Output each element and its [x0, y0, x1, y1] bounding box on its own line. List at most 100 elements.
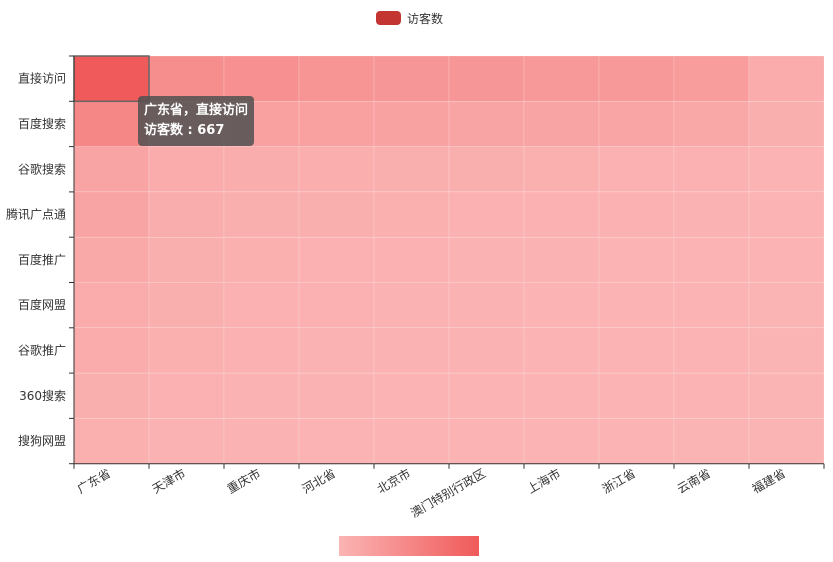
- heatmap-cell[interactable]: [673, 146, 750, 193]
- heatmap-cell[interactable]: [448, 282, 525, 329]
- heatmap-cell[interactable]: [448, 372, 525, 419]
- heatmap-cell[interactable]: [673, 101, 750, 147]
- heatmap-cell[interactable]: [148, 191, 225, 238]
- heatmap-cell[interactable]: [673, 327, 750, 374]
- y-tick-label: 360搜索: [19, 388, 66, 403]
- heatmap-cell[interactable]: [73, 236, 150, 283]
- heatmap-cell[interactable]: [673, 282, 750, 329]
- heatmap-cell[interactable]: [298, 55, 375, 102]
- heatmap-cell[interactable]: [73, 327, 150, 374]
- heatmap-cell[interactable]: [448, 101, 525, 147]
- heatmap-cell[interactable]: [73, 146, 150, 193]
- heatmap-cell[interactable]: [523, 146, 600, 193]
- heatmap-cell[interactable]: [448, 146, 525, 193]
- x-tick-label: 上海市: [524, 465, 563, 496]
- heatmap-cell[interactable]: [73, 418, 150, 464]
- heatmap-cell[interactable]: [73, 282, 150, 329]
- heatmap-cell[interactable]: [373, 327, 450, 374]
- heatmap-cell[interactable]: [223, 55, 300, 102]
- heatmap-cell[interactable]: [223, 146, 300, 193]
- heatmap-cell[interactable]: [373, 282, 450, 329]
- heatmap-cell[interactable]: [598, 418, 675, 464]
- highlighted-cell[interactable]: [73, 55, 150, 103]
- heatmap-cell[interactable]: [673, 418, 750, 464]
- heatmap-cell[interactable]: [673, 236, 750, 283]
- heatmap-cell[interactable]: [148, 372, 225, 419]
- heatmap-cell[interactable]: [598, 327, 675, 374]
- heatmap-cell[interactable]: [523, 372, 600, 419]
- heatmap-cell[interactable]: [373, 418, 450, 464]
- heatmap-cell[interactable]: [748, 282, 825, 329]
- y-tick-label: 百度搜索: [18, 116, 66, 131]
- heatmap-cell[interactable]: [748, 236, 825, 283]
- heatmap-cell[interactable]: [673, 372, 750, 419]
- legend[interactable]: 访客数: [376, 10, 443, 26]
- heatmap-cell[interactable]: [523, 327, 600, 374]
- heatmap-cell[interactable]: [298, 418, 375, 464]
- heatmap-cell[interactable]: [448, 418, 525, 464]
- heatmap-cell[interactable]: [598, 55, 675, 102]
- heatmap-cell[interactable]: [523, 191, 600, 238]
- heatmap-cell[interactable]: [298, 236, 375, 283]
- visual-map-bar[interactable]: [339, 536, 479, 556]
- heatmap-cell[interactable]: [748, 372, 825, 419]
- heatmap-cell[interactable]: [598, 191, 675, 238]
- x-tick-label: 天津市: [149, 465, 188, 496]
- heatmap-cell[interactable]: [298, 327, 375, 374]
- heatmap-cell[interactable]: [448, 236, 525, 283]
- tooltip-line-2: 访客数 : 667: [144, 123, 225, 138]
- x-tick-label: 浙江省: [600, 466, 638, 496]
- heatmap-cell[interactable]: [148, 418, 225, 464]
- heatmap-cell[interactable]: [223, 418, 300, 464]
- heatmap-cell[interactable]: [598, 236, 675, 283]
- heatmap-cell[interactable]: [373, 101, 450, 147]
- heatmap-cell[interactable]: [148, 282, 225, 329]
- heatmap-cell[interactable]: [598, 372, 675, 419]
- heatmap-cell[interactable]: [148, 146, 225, 193]
- heatmap-cell[interactable]: [148, 327, 225, 374]
- heatmap-cell[interactable]: [673, 191, 750, 238]
- heatmap-cell[interactable]: [523, 55, 600, 102]
- heatmap-cell[interactable]: [748, 55, 825, 102]
- heatmap-cell[interactable]: [523, 418, 600, 464]
- heatmap-cell[interactable]: [223, 191, 300, 238]
- heatmap-cell[interactable]: [748, 418, 825, 464]
- heatmap-cell[interactable]: [148, 55, 225, 102]
- y-tick-label: 百度网盟: [18, 297, 66, 312]
- y-tick-label: 腾讯广点通: [6, 207, 66, 222]
- heatmap-cell[interactable]: [223, 282, 300, 329]
- heatmap-cell[interactable]: [523, 101, 600, 147]
- heatmap-cell[interactable]: [748, 146, 825, 193]
- heatmap-cell[interactable]: [298, 372, 375, 419]
- heatmap-cell[interactable]: [298, 101, 375, 147]
- heatmap-cell[interactable]: [748, 327, 825, 374]
- heatmap-cell[interactable]: [598, 282, 675, 329]
- heatmap-cell[interactable]: [373, 146, 450, 193]
- heatmap-cell[interactable]: [373, 236, 450, 283]
- heatmap-cell[interactable]: [373, 372, 450, 419]
- heatmap-cell[interactable]: [748, 191, 825, 238]
- heatmap-cell[interactable]: [223, 372, 300, 419]
- heatmap-cell[interactable]: [448, 55, 525, 102]
- heatmap-cell[interactable]: [523, 282, 600, 329]
- heatmap-cell[interactable]: [448, 191, 525, 238]
- heatmap-cell[interactable]: [598, 146, 675, 193]
- heatmap-cell[interactable]: [223, 327, 300, 374]
- heatmap-cell[interactable]: [298, 282, 375, 329]
- heatmap-cell[interactable]: [73, 372, 150, 419]
- heatmap-cell[interactable]: [523, 236, 600, 283]
- heatmap-cell[interactable]: [223, 236, 300, 283]
- heatmap-cell[interactable]: [73, 191, 150, 238]
- heatmap-cell[interactable]: [448, 327, 525, 374]
- heatmap-cell[interactable]: [298, 146, 375, 193]
- heatmap-cells: [73, 55, 825, 464]
- heatmap-cell[interactable]: [673, 55, 750, 102]
- heatmap-cell[interactable]: [148, 236, 225, 283]
- heatmap-cell[interactable]: [748, 101, 825, 147]
- heatmap-cell[interactable]: [298, 191, 375, 238]
- legend-swatch: [376, 11, 401, 25]
- x-tick-label: 福建省: [749, 465, 788, 496]
- heatmap-cell[interactable]: [598, 101, 675, 147]
- heatmap-cell[interactable]: [373, 191, 450, 238]
- heatmap-cell[interactable]: [373, 55, 450, 102]
